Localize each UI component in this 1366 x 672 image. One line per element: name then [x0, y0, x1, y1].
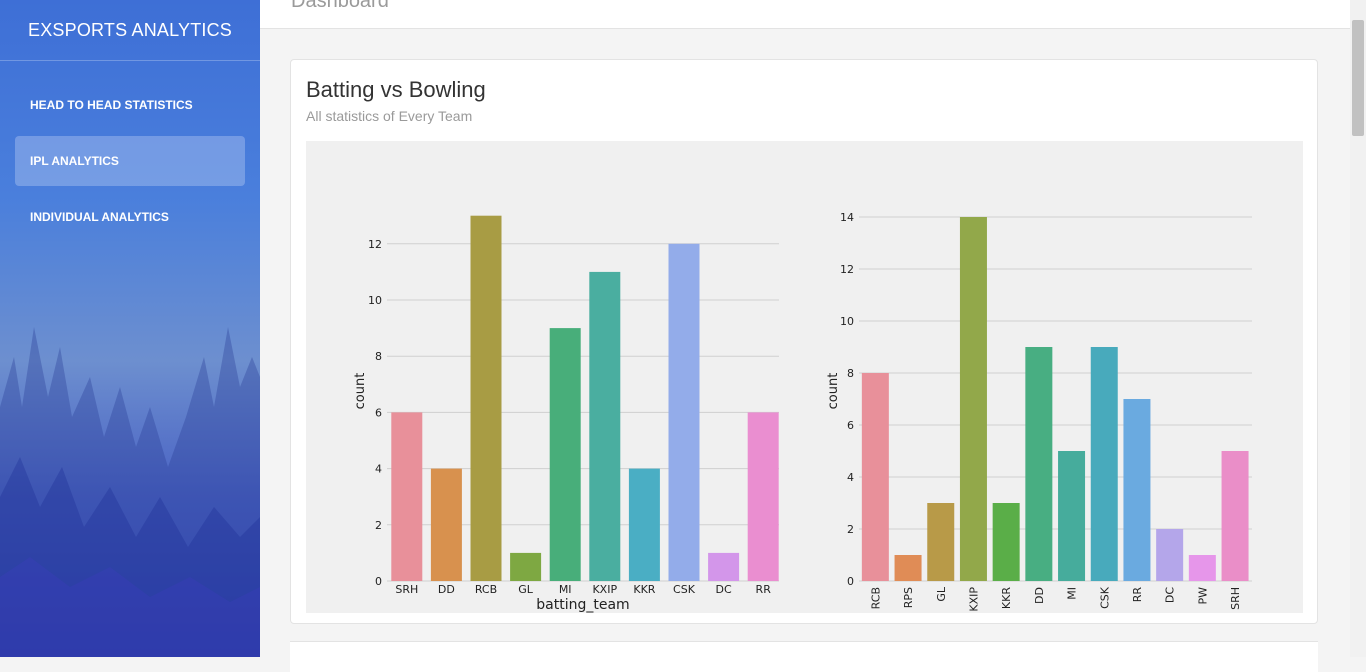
chart-1-y-tick-label: 6: [375, 406, 382, 419]
chart-1-x-tick-label: KXIP: [592, 583, 617, 596]
sidebar-item-head-to-head[interactable]: HEAD TO HEAD STATISTICS: [30, 98, 193, 112]
chart-1-y-tick-label: 12: [368, 238, 382, 251]
chart-2-x-tick-label: RPS: [902, 587, 915, 608]
chart-1-x-tick-label: RR: [756, 583, 772, 596]
card-subtitle: All statistics of Every Team: [306, 108, 473, 124]
chart-2-bar-srh: [1221, 451, 1249, 581]
chart-1-bar-kkr: [628, 468, 660, 581]
chart-image: 0 2 4 6 8 10 12 SRH DD RCB GL MI KXIP KKR CSK DC RR count…: [306, 141, 1303, 613]
chart-1-bar-srh: [391, 412, 423, 581]
chart-2-y-tick-label: 12: [840, 263, 854, 276]
sidebar-nav: HEAD TO HEAD STATISTICS IPL ANALYTICS IN…: [15, 80, 245, 248]
top-navbar: Dashboard: [260, 0, 1350, 29]
chart-2-x-tick-label: GL: [935, 586, 948, 602]
chart-2-y-tick-label: 4: [847, 471, 854, 484]
page-scrollbar[interactable]: [1350, 0, 1366, 657]
chart-1-y-tick-label: 2: [375, 519, 382, 532]
chart-1-y-tick-label: 0: [375, 575, 382, 588]
chart-1-bar-csk: [668, 243, 700, 582]
charts-svg: 0 2 4 6 8 10 12 SRH DD RCB GL MI KXIP KKR CSK DC RR count…: [353, 211, 1252, 613]
chart-2-y-tick-label: 2: [847, 523, 854, 536]
chart-1-x-tick-label: DC: [716, 583, 732, 596]
chart-1-bar-gl: [510, 552, 542, 581]
card-title: Batting vs Bowling: [306, 77, 486, 102]
chart-1-x-tick-label: GL: [518, 583, 534, 596]
chart-1-bar-dd: [430, 468, 462, 581]
chart-2-bar-rcb: [861, 373, 889, 581]
scrollbar-thumb[interactable]: [1352, 20, 1364, 136]
app-brand[interactable]: EXSPORTS ANALYTICS: [0, 0, 260, 61]
chart-1-y-tick-label: 4: [375, 463, 382, 476]
chart-2-bar-dd: [1025, 347, 1053, 581]
chart-2-bar-dc: [1156, 529, 1184, 581]
chart-2-bar-pw: [1188, 555, 1216, 581]
chart-1-x-tick-label: RCB: [475, 583, 497, 596]
chart-2-x-tick-label: CSK: [1098, 586, 1111, 609]
chart-2-x-tick-label: RR: [1131, 587, 1144, 603]
chart-2-bar-mi: [1058, 451, 1086, 581]
chart-2-y-tick-label: 6: [847, 419, 854, 432]
chart-2-x-tick-label: KKR: [1000, 587, 1013, 609]
chart-2-bar-csk: [1090, 347, 1118, 581]
chart-2-bar-gl: [927, 503, 955, 581]
chart-1-bar-rcb: [470, 215, 502, 581]
chart-2-bar-kkr: [992, 503, 1020, 581]
chart-2-y-tick-label: 14: [840, 211, 854, 224]
chart-2-bar-kxip: [959, 217, 987, 581]
chart-1-x-tick-label: MI: [559, 583, 572, 596]
chart-1-bar-rr: [747, 412, 779, 581]
chart-2-bar-rps: [894, 555, 922, 581]
forest-background-image: [0, 327, 260, 657]
chart-1-y-tick-label: 8: [375, 350, 382, 363]
chart-1-bar-dc: [708, 552, 740, 581]
chart-1-x-axis-label: batting_team: [536, 597, 629, 613]
chart-1-y-tick-label: 10: [368, 294, 382, 307]
chart-2-x-tick-label: SRH: [1229, 587, 1242, 610]
chart-1-y-axis-label: count: [353, 373, 368, 410]
chart-2-y-axis-label: count: [826, 373, 841, 410]
chart-2-x-tick-label: RCB: [869, 587, 882, 609]
page-title: Dashboard: [291, 0, 389, 12]
chart-2-x-tick-label: KXIP: [967, 587, 980, 612]
chart-2-bar-rr: [1123, 399, 1151, 581]
chart-2-x-tick-label: PW: [1196, 587, 1209, 605]
batting-vs-bowling-card: Batting vs Bowling All statistics of Eve…: [290, 59, 1318, 624]
chart-2-y-tick-label: 0: [847, 575, 854, 588]
chart-2-y-tick-label: 8: [847, 367, 854, 380]
sidebar-item-ipl-analytics[interactable]: IPL ANALYTICS: [15, 136, 245, 186]
chart-1-x-tick-label: DD: [438, 583, 455, 596]
chart-2-x-tick-label: MI: [1066, 587, 1079, 600]
chart-1-bar-kxip: [589, 271, 621, 581]
chart-2-x-tick-label: DC: [1164, 587, 1177, 603]
sidebar: EXSPORTS ANALYTICS HEAD TO HEAD STATISTI…: [0, 0, 260, 657]
chart-1-x-tick-label: SRH: [395, 583, 418, 596]
chart-2-y-tick-label: 10: [840, 315, 854, 328]
chart-2-x-tick-label: DD: [1033, 587, 1046, 604]
chart-1-bar-mi: [549, 328, 581, 581]
chart-1-x-tick-label: CSK: [673, 583, 696, 596]
sidebar-item-individual-analytics[interactable]: INDIVIDUAL ANALYTICS: [30, 210, 169, 224]
chart-1-x-tick-label: KKR: [633, 583, 655, 596]
